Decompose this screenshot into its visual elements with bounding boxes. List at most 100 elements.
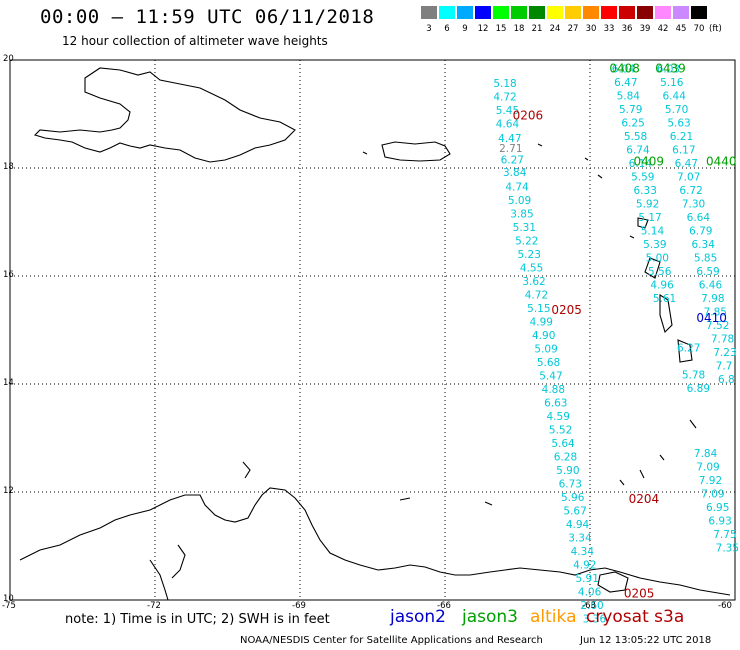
wave-height-value: 6.03: [657, 63, 680, 75]
coast-islets: [362, 143, 697, 506]
scale-label: 18: [513, 24, 525, 34]
wave-height-value: 6.95: [706, 502, 729, 514]
legend-jason3: jason3: [462, 607, 518, 627]
wave-height-value: 6.74: [626, 144, 650, 156]
wave-height-value: 4.74: [505, 182, 529, 194]
wave-height-value: 3.85: [510, 209, 533, 221]
scale-swatch: [583, 6, 599, 19]
wave-height-value: 6.04: [612, 63, 636, 75]
coast-lesser-antilles: [637, 217, 693, 363]
wave-height-value: 4.64: [496, 119, 520, 131]
pass-label: 0439: [655, 61, 686, 75]
scale-label: 45: [675, 24, 687, 34]
wave-height-value: 5.39: [643, 239, 666, 251]
scale-label: 30: [585, 24, 597, 34]
latitude-label: 16: [3, 270, 14, 280]
scale-label: 6: [444, 24, 450, 34]
latitude-label: 14: [3, 378, 14, 388]
latitude-label: 10: [3, 594, 14, 604]
wave-height-value: 4.96: [650, 279, 674, 291]
wave-height-tracks: 5.184.725.454.644.472.716.273.844.745.09…: [493, 63, 739, 625]
wave-height-value: 7.85: [704, 306, 727, 318]
wave-height-value: 4.72: [525, 290, 548, 302]
wave-height-value: 5.90: [556, 465, 579, 477]
wave-height-value: 5.52: [549, 425, 572, 437]
wave-height-value: 5.61: [653, 293, 676, 305]
scale-unit: (ft): [709, 24, 722, 34]
wave-height-value: 5.23: [518, 249, 541, 261]
wave-height-value: 5.84: [617, 90, 641, 102]
wave-height-value: 5.15: [527, 303, 550, 315]
wave-height-value: 2.71: [499, 143, 522, 155]
wave-height-value: 4.92: [573, 560, 596, 572]
wave-height-value: 5.17: [638, 212, 661, 224]
pass-label: 0205: [624, 586, 655, 600]
wave-height-value: 6.8: [718, 374, 735, 386]
legend-cryosat-s3a: cryosat s3a: [586, 607, 685, 627]
scale-label: 3: [426, 24, 432, 34]
scale-swatch: [439, 6, 455, 19]
wave-height-value: 4.72: [493, 92, 516, 104]
wave-height-value: 4.88: [542, 384, 565, 396]
map-title: 00:00 – 11:59 UTC 06/11/2018: [40, 6, 375, 28]
scale-label: 15: [495, 24, 507, 34]
wave-height-value: 5.68: [537, 357, 560, 369]
wave-height-value: 7.09: [696, 461, 719, 473]
wave-height-value: 6.14: [629, 158, 653, 170]
wave-height-value: 6.89: [687, 383, 710, 395]
wave-height-value: 5.59: [631, 171, 654, 183]
wave-height-value: 6.73: [559, 479, 582, 491]
wave-height-value: 3.36: [583, 614, 607, 626]
latitude-label: 12: [3, 486, 14, 496]
coast-paraguana: [242, 461, 251, 479]
pass-label: 0410: [696, 311, 727, 325]
scale-label: 21: [531, 24, 543, 34]
pass-label: 0205: [551, 303, 582, 317]
wave-height-value: 6.47: [614, 77, 637, 89]
scale-swatch: [547, 6, 563, 19]
scale-swatch: [601, 6, 617, 19]
scale-swatch: [565, 6, 581, 19]
wave-height-value: 6.79: [689, 225, 712, 237]
wave-height-value: 7.30: [682, 198, 705, 210]
scale-swatch: [457, 6, 473, 19]
scale-swatch: [475, 6, 491, 19]
longitude-label: -75: [2, 601, 16, 611]
coast-south-america: [19, 487, 731, 596]
scale-label: 36: [621, 24, 633, 34]
scale-swatch: [655, 6, 671, 19]
scale-label: 70: [693, 24, 705, 34]
scale-swatch: [619, 6, 635, 19]
wave-height-value: 3.62: [522, 276, 545, 288]
wave-height-value: 5.64: [551, 438, 575, 450]
wave-height-value: 5.14: [641, 225, 665, 237]
wave-height-value: 7.52: [706, 320, 729, 332]
wave-height-value: 5.58: [624, 131, 647, 143]
wave-height-value: 5.00: [646, 252, 669, 264]
wave-height-value: 6.44: [663, 90, 687, 102]
wave-height-value: 5.22: [515, 236, 538, 248]
wave-height-value: 7.92: [699, 475, 722, 487]
wave-height-value: 7.84: [694, 448, 718, 460]
wave-height-value: 5.09: [534, 344, 557, 356]
timestamp: Jun 12 13:05:22 UTC 2018: [580, 635, 712, 646]
wave-height-value: 5.47: [539, 371, 562, 383]
scale-swatch: [691, 6, 707, 19]
scale-label: 9: [462, 24, 468, 34]
wave-height-value: 5.79: [619, 104, 642, 116]
coast-puerto-rico: [381, 141, 451, 162]
wave-height-value: 5.91: [576, 573, 599, 585]
wave-height-value: 6.63: [544, 398, 567, 410]
pass-label: 0204: [629, 492, 660, 506]
wave-height-value: 7.98: [701, 293, 724, 305]
latitude-label: 18: [3, 162, 14, 172]
wave-height-value: 6.27: [677, 343, 700, 355]
wave-height-value: 7.7: [716, 360, 733, 372]
wave-height-value: 5.96: [561, 492, 585, 504]
legend-jason2: jason2: [390, 607, 446, 627]
wave-height-value: 5.16: [660, 77, 684, 89]
wave-height-value: 5.85: [694, 252, 717, 264]
wave-height-value: 5.18: [493, 78, 516, 90]
wave-height-value: 5.45: [496, 105, 519, 117]
